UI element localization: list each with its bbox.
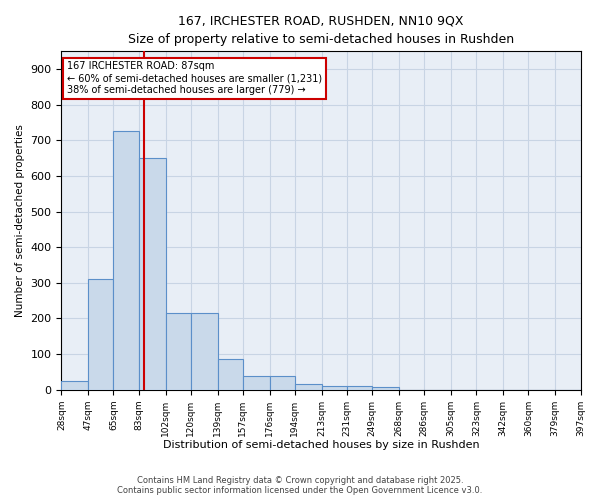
Bar [269, 376, 295, 390]
Y-axis label: Number of semi-detached properties: Number of semi-detached properties [15, 124, 25, 317]
Title: 167, IRCHESTER ROAD, RUSHDEN, NN10 9QX
Size of property relative to semi-detache: 167, IRCHESTER ROAD, RUSHDEN, NN10 9QX S… [128, 15, 514, 46]
Bar [139, 158, 166, 390]
Bar [88, 280, 113, 390]
Text: 167 IRCHESTER ROAD: 87sqm
← 60% of semi-detached houses are smaller (1,231)
38% : 167 IRCHESTER ROAD: 87sqm ← 60% of semi-… [67, 62, 322, 94]
Bar [61, 381, 88, 390]
Bar [113, 132, 139, 390]
X-axis label: Distribution of semi-detached houses by size in Rushden: Distribution of semi-detached houses by … [163, 440, 479, 450]
Bar [322, 386, 347, 390]
Bar [372, 387, 399, 390]
Bar [295, 384, 322, 390]
Bar [347, 386, 372, 390]
Bar [166, 313, 191, 390]
Bar [243, 376, 269, 390]
Text: Contains HM Land Registry data © Crown copyright and database right 2025.
Contai: Contains HM Land Registry data © Crown c… [118, 476, 482, 495]
Bar [218, 360, 243, 390]
Bar [191, 313, 218, 390]
